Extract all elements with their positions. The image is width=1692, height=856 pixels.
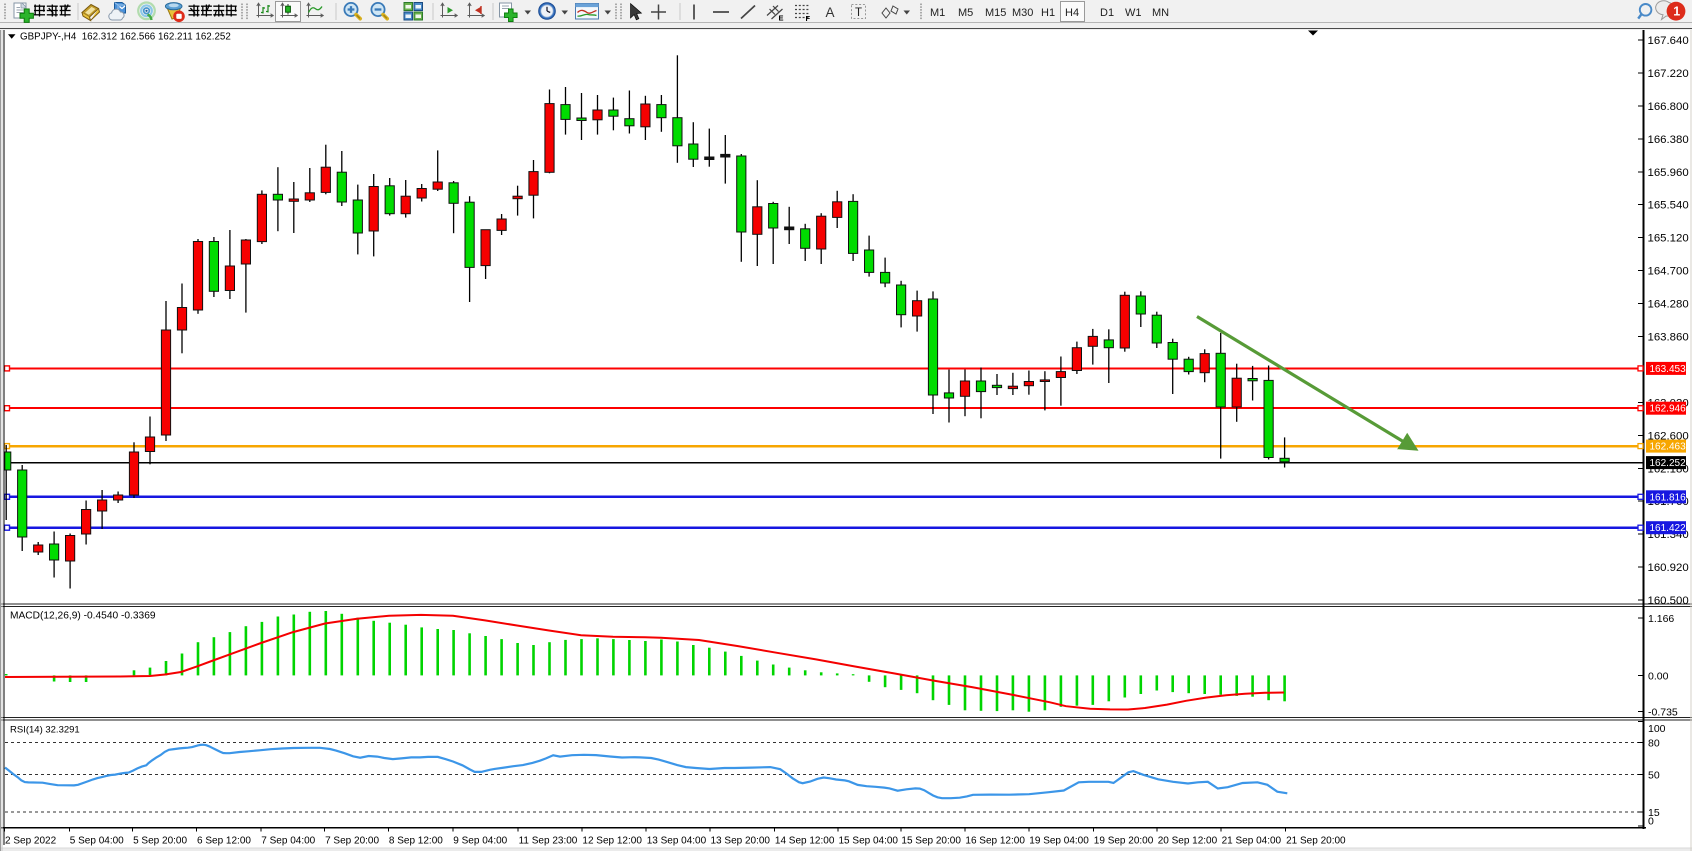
svg-text:MN: MN xyxy=(1152,7,1169,19)
svg-text:1.166: 1.166 xyxy=(1648,613,1674,625)
svg-text:19 Sep 04:00: 19 Sep 04:00 xyxy=(1029,836,1089,847)
svg-text:1: 1 xyxy=(1673,5,1680,19)
svg-text:167.640: 167.640 xyxy=(1648,35,1689,47)
svg-text:M15: M15 xyxy=(985,7,1006,19)
svg-text:0.00: 0.00 xyxy=(1648,670,1669,682)
svg-text:RSI(14) 32.3291: RSI(14) 32.3291 xyxy=(10,725,80,736)
svg-text:160.500: 160.500 xyxy=(1648,595,1689,607)
svg-text:161.422: 161.422 xyxy=(1650,523,1687,534)
svg-text:163.860: 163.860 xyxy=(1648,332,1689,344)
svg-text:16 Sep 12:00: 16 Sep 12:00 xyxy=(965,836,1025,847)
svg-text:162.946: 162.946 xyxy=(1650,404,1687,415)
svg-text:M30: M30 xyxy=(1012,7,1033,19)
svg-text:W1: W1 xyxy=(1125,7,1142,19)
svg-text:H1: H1 xyxy=(1041,7,1055,19)
svg-text:21 Sep 04:00: 21 Sep 04:00 xyxy=(1222,836,1282,847)
svg-text:165.540: 165.540 xyxy=(1648,200,1689,212)
svg-text:164.280: 164.280 xyxy=(1648,299,1689,311)
svg-text:164.700: 164.700 xyxy=(1648,266,1689,278)
svg-text:161.816: 161.816 xyxy=(1650,492,1687,503)
svg-text:21 Sep 20:00: 21 Sep 20:00 xyxy=(1286,836,1346,847)
svg-text:165.960: 165.960 xyxy=(1648,167,1689,179)
svg-text:100: 100 xyxy=(1648,723,1666,735)
svg-text:7 Sep 04:00: 7 Sep 04:00 xyxy=(261,836,315,847)
svg-text:162.252: 162.252 xyxy=(1650,458,1687,469)
svg-text:9 Sep 04:00: 9 Sep 04:00 xyxy=(453,836,507,847)
svg-text:GBPJPY-,H4 162.312 162.566 16: GBPJPY-,H4 162.312 162.566 162.211 162.2… xyxy=(20,32,231,43)
svg-text:12 Sep 12:00: 12 Sep 12:00 xyxy=(582,836,642,847)
svg-text:80: 80 xyxy=(1648,738,1660,750)
svg-text:MACD(12,26,9) -0.4540 -0.3369: MACD(12,26,9) -0.4540 -0.3369 xyxy=(10,611,156,622)
svg-text:20 Sep 12:00: 20 Sep 12:00 xyxy=(1158,836,1218,847)
svg-text:15 Sep 04:00: 15 Sep 04:00 xyxy=(839,836,899,847)
svg-text:166.380: 166.380 xyxy=(1648,134,1689,146)
svg-text:15: 15 xyxy=(1648,807,1660,819)
svg-text:163.453: 163.453 xyxy=(1650,364,1687,375)
svg-text:5 Sep 20:00: 5 Sep 20:00 xyxy=(133,836,187,847)
svg-text:-0.735: -0.735 xyxy=(1648,707,1678,719)
svg-text:160.920: 160.920 xyxy=(1648,562,1689,574)
svg-text:19 Sep 20:00: 19 Sep 20:00 xyxy=(1094,836,1154,847)
svg-text:2 Sep 2022: 2 Sep 2022 xyxy=(5,836,57,847)
svg-text:13 Sep 04:00: 13 Sep 04:00 xyxy=(647,836,707,847)
svg-text:M5: M5 xyxy=(958,7,973,19)
svg-text:5 Sep 04:00: 5 Sep 04:00 xyxy=(70,836,124,847)
svg-text:D1: D1 xyxy=(1100,7,1114,19)
svg-text:162.463: 162.463 xyxy=(1650,442,1687,453)
svg-text:7 Sep 20:00: 7 Sep 20:00 xyxy=(325,836,379,847)
svg-text:166.800: 166.800 xyxy=(1648,101,1689,113)
svg-text:13 Sep 20:00: 13 Sep 20:00 xyxy=(711,836,771,847)
svg-text:T: T xyxy=(855,7,862,19)
svg-text:F: F xyxy=(806,14,811,23)
svg-text:A: A xyxy=(826,5,835,20)
svg-text:H4: H4 xyxy=(1065,7,1079,19)
svg-text:6 Sep 12:00: 6 Sep 12:00 xyxy=(197,836,251,847)
svg-text:50: 50 xyxy=(1648,770,1660,782)
svg-text:E: E xyxy=(779,14,784,23)
svg-text:165.120: 165.120 xyxy=(1648,233,1689,245)
svg-text:167.220: 167.220 xyxy=(1648,68,1689,80)
svg-text:14 Sep 12:00: 14 Sep 12:00 xyxy=(775,836,835,847)
svg-text:0: 0 xyxy=(1648,816,1654,828)
svg-text:162.600: 162.600 xyxy=(1648,430,1689,442)
svg-text:11 Sep 23:00: 11 Sep 23:00 xyxy=(519,836,578,847)
svg-text:8 Sep 12:00: 8 Sep 12:00 xyxy=(389,836,443,847)
svg-text:15 Sep 20:00: 15 Sep 20:00 xyxy=(901,836,961,847)
svg-text:M1: M1 xyxy=(930,7,945,19)
